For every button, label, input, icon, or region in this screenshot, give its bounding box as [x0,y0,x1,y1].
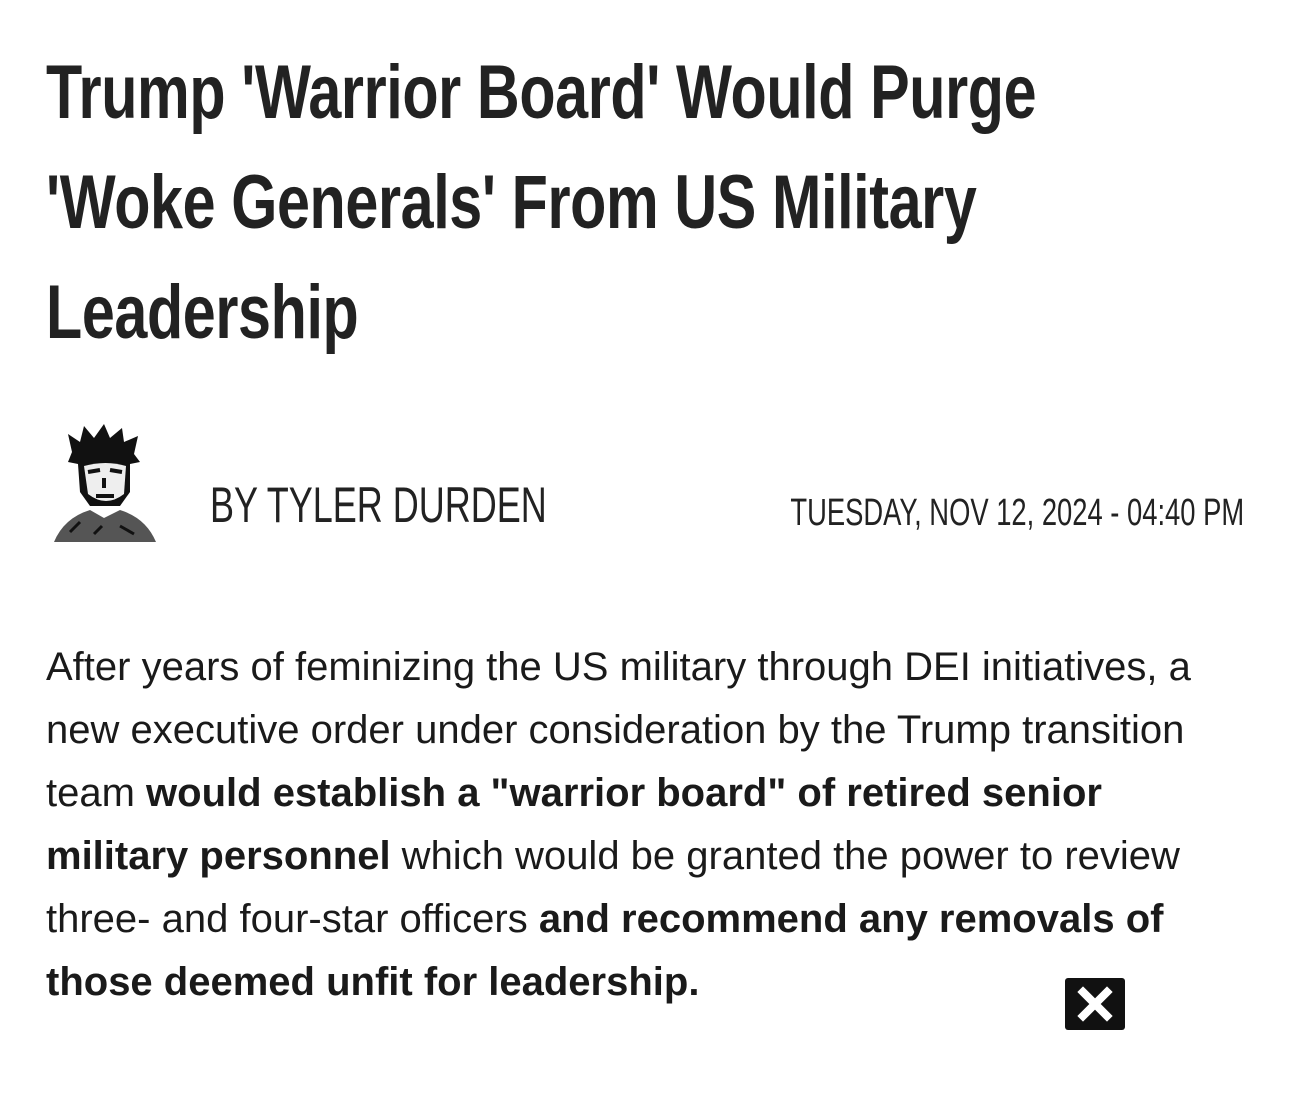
byline: BY TYLER DURDEN [210,477,547,533]
article-title: Trump 'Warrior Board' Would Purge 'Woke … [46,50,1037,355]
author-avatar [54,424,156,542]
publish-date: TUESDAY, NOV 12, 2024 - 04:40 PM [790,492,1244,534]
close-button[interactable] [1065,978,1125,1030]
body-text: After years of feminizing the US militar… [46,645,1191,815]
bold-text: would establish a "warrior board" of ret… [46,771,1102,878]
article-body: After years of feminizing the US militar… [46,636,1246,1014]
title-wrap: Trump 'Warrior Board' Would Purge 'Woke … [46,38,1246,368]
body-text: which would be granted the power to revi… [46,834,1180,941]
bold-text: and recommend any removals of those deem… [46,897,1164,1004]
